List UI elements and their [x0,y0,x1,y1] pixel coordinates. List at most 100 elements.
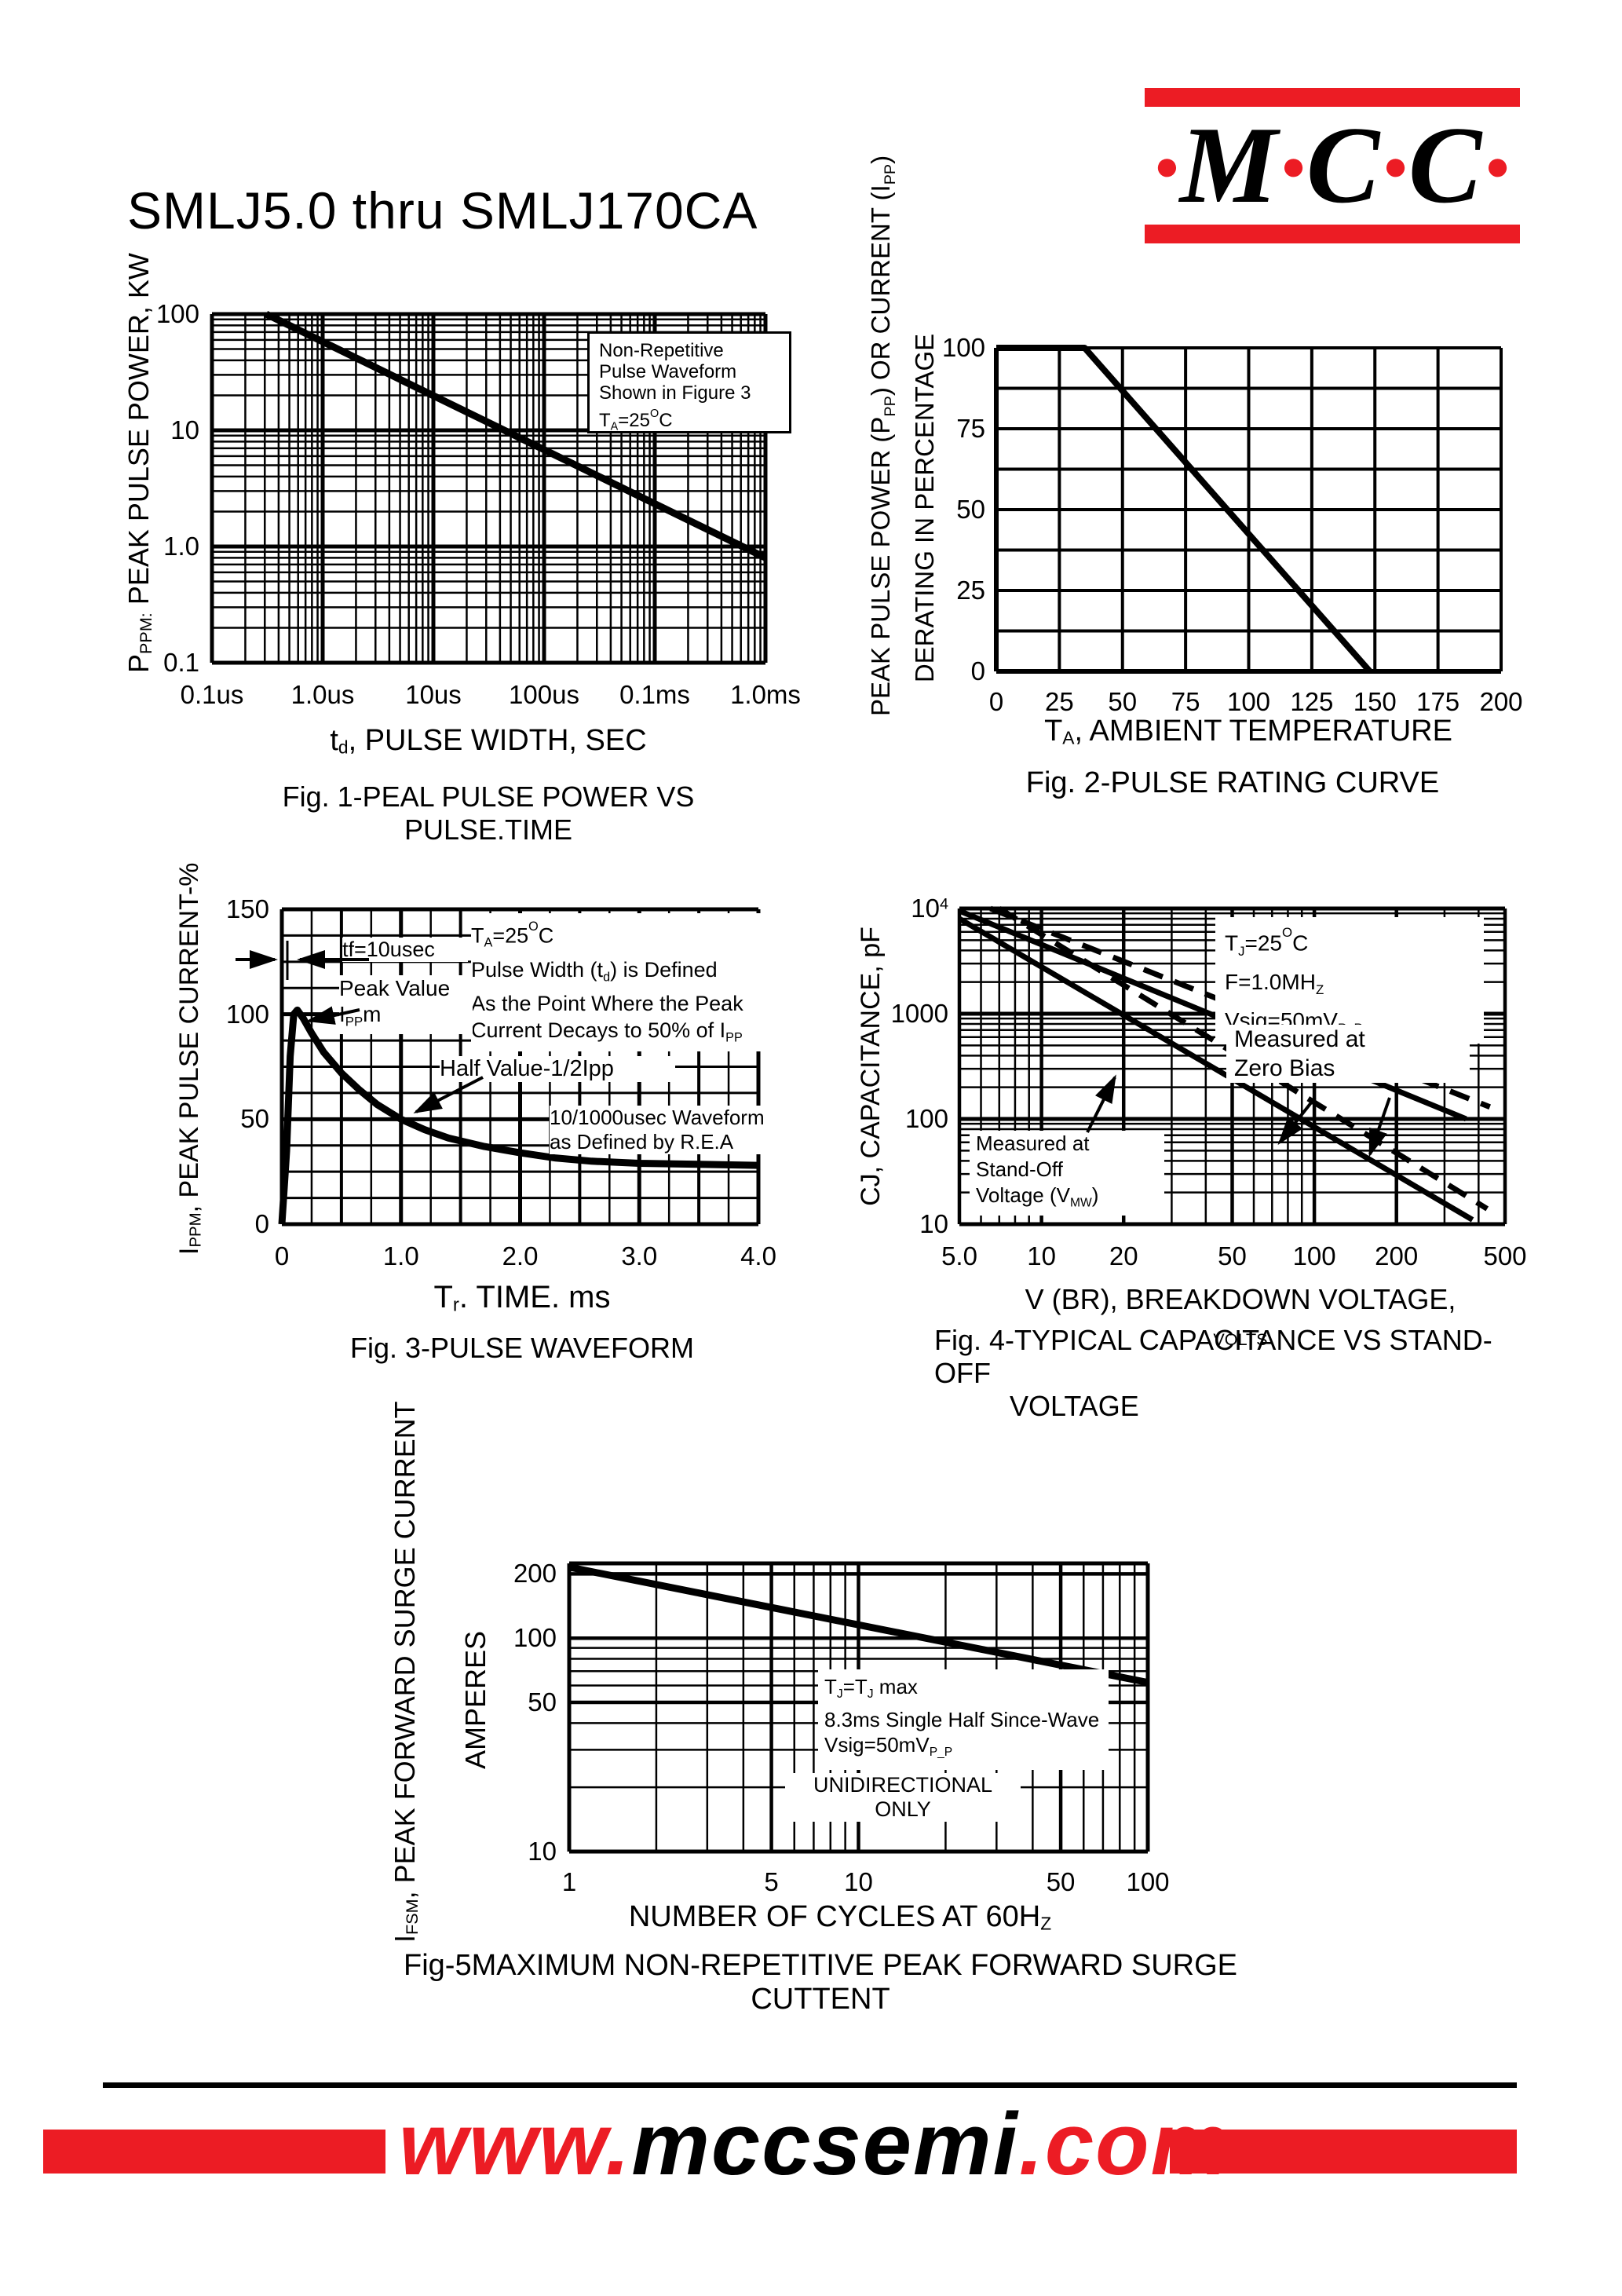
footer-divider [103,2082,1517,2088]
fig4-caption: Fig. 4-TYPICAL CAPACITANCE VS STAND-OFF … [934,1324,1500,1423]
fig1-note-line: Shown in Figure 3 [599,382,751,404]
tick-label: 0 [254,1209,269,1238]
fig1-x-axis-title: td, PULSE WIDTH, SEC [330,724,647,758]
fig3-conditions-note: TA=25OC Pulse Width (td) is Defined As t… [471,913,779,1051]
tick-label: 50 [1218,1241,1247,1270]
tick-label: 104 [911,894,948,923]
tick-label: 4.0 [740,1241,776,1270]
tick-label: 2.0 [502,1241,539,1270]
tick-label: 50 [240,1104,269,1134]
tick-label: 50 [1046,1867,1076,1896]
fig4-zero-line: Zero Bias [1234,1055,1335,1081]
fig4-caption-line2: VOLTAGE [1010,1390,1139,1422]
fig4-note-line: TJ=25OC [1225,925,1309,959]
tick-label: 100 [904,1104,948,1133]
tick-label: 50 [1108,687,1138,716]
tick-label: 5.0 [941,1241,977,1270]
fig4-standoff-label: Measured at Stand-Off Voltage (VMW) [970,1131,1164,1216]
logo-text: ●M●C●C● [1154,104,1511,226]
tick-label: 100 [1292,1241,1336,1270]
tick-label: 200 [1479,687,1523,716]
tick-label: 50 [528,1687,557,1717]
fig3-note-line: TA=25OC [471,919,554,950]
fig3-note-line: Pulse Width (td) is Defined [471,957,718,985]
tick-label: 100 [513,1623,557,1653]
tick-label: 0 [988,687,1004,716]
tick-label: 100us [509,680,579,709]
fig3-tf-label: tf=10usec [342,938,468,962]
fig2-x-axis-title: TA, AMBIENT TEMPERATURE [1044,715,1452,748]
tick-label: 100 [941,333,985,362]
tick-label: 200 [513,1559,557,1589]
fig5-x-axis-title: NUMBER OF CYCLES AT 60HZ [628,1900,1052,1934]
fig4-zero-line: Measured at [1234,1026,1365,1052]
tick-label: 20 [1109,1241,1138,1270]
fig4-x-axis-title: V (BR), BREAKDOWN VOLTAGE, VOLTS [1025,1283,1456,1350]
fig3-note-line: Current Decays to 50% of IPP [471,1018,743,1045]
tick-label: 1 [561,1867,577,1896]
fig3-peak-line: IPPm [339,1002,382,1029]
tick-label: 100 [225,999,269,1029]
fig4-zero-bias-label: Measured at Zero Bias [1226,1025,1470,1083]
tick-label: 0.1ms [619,680,690,709]
tick-label: 5 [764,1867,779,1896]
tick-label: 0.1us [180,680,244,709]
tick-label: 1.0us [290,680,355,709]
tick-label: 125 [1290,687,1334,716]
footer-right-bar [1170,2130,1517,2174]
tick-label: 0 [970,656,985,686]
page-title: SMLJ5.0 thru SMLJ170CA [127,181,758,239]
tick-label: 50 [956,495,985,524]
fig1-note-line: Pulse Waveform [599,361,737,382]
fig3-rea-line: 10/1000usec Waveform [550,1106,765,1129]
tick-label: 10 [919,1209,948,1238]
fig4-standoff-line: Stand-Off [976,1157,1063,1181]
fig2-caption: Fig. 2-PULSE RATING CURVE [1025,766,1440,799]
tick-label: 75 [956,414,985,443]
tick-label: 10 [170,415,199,444]
fig5-note-line: Vsig=50mVP_P [824,1733,953,1760]
fig3-rea-line: as Defined by R.E.A [550,1130,734,1153]
fig1-note-line: Non-Repetitive [599,340,724,361]
fig1-caption: Fig. 1-PEAL PULSE POWER VS PULSE.TIME [282,781,695,846]
tick-label: 150 [1353,687,1397,716]
footer-website-url: www.mccsemi.com [399,2095,1231,2193]
fig3-note-line: As the Point Where the Peak [471,992,743,1016]
tick-label: 100 [155,299,199,328]
tick-label: 75 [1171,687,1200,716]
fig5-unidirectional-label: UNIDIRECTIONAL ONLY [785,1773,1021,1822]
fig3-x-axis-title: Tr. TIME. ms [433,1280,611,1316]
fig5-note-line: TJ=TJ max [824,1675,918,1702]
logo-top-bar [1145,88,1520,107]
tick-label: 10us [405,680,462,709]
fig1-note-box: Non-Repetitive Pulse Waveform Shown in F… [587,331,791,433]
fig3-peak-line: Peak Value [339,976,451,1000]
logo-bottom-bar [1145,225,1520,243]
fig4-standoff-line: Voltage (VMW) [976,1183,1099,1210]
tick-label: 10 [844,1867,873,1896]
tick-label: 10 [1027,1241,1056,1270]
fig4-standoff-line: Measured at [976,1132,1090,1155]
fig5-caption: Fig-5MAXIMUM NON-REPETITIVE PEAK FORWARD… [404,1949,1237,2016]
fig3-half-value-label: Half Value-1/2Ipp [440,1056,675,1082]
fig5-conditions-note: TJ=TJ max 8.3ms Single Half Since-Wave V… [818,1669,1109,1771]
tick-label: 100 [1126,1867,1170,1896]
tick-label: 10 [528,1837,557,1866]
tick-label: 0.1 [163,648,199,677]
tick-label: 1.0 [382,1241,419,1270]
fig1-note-line: TA=25OC [599,408,673,433]
fig3-peak-value-label: Peak Value IPPm [339,975,473,1035]
tick-label: 175 [1416,687,1460,716]
fig3-rea-label: 10/1000usec Waveform as Defined by R.E.A [550,1106,773,1154]
tick-label: 25 [1045,687,1074,716]
fig3-caption: Fig. 3-PULSE WAVEFORM [349,1332,695,1364]
fig4-note-line: F=1.0MHZ [1225,969,1324,998]
tick-label: 150 [225,894,269,923]
tick-label: 0 [274,1241,290,1270]
tick-label: 1.0ms [730,680,801,709]
fig4-caption-line1: Fig. 4-TYPICAL CAPACITANCE VS STAND-OFF [934,1324,1492,1389]
tick-label: 500 [1483,1241,1527,1270]
tick-label: 25 [956,576,985,605]
footer-left-bar [43,2130,385,2174]
tick-label: 1.0 [163,532,199,561]
